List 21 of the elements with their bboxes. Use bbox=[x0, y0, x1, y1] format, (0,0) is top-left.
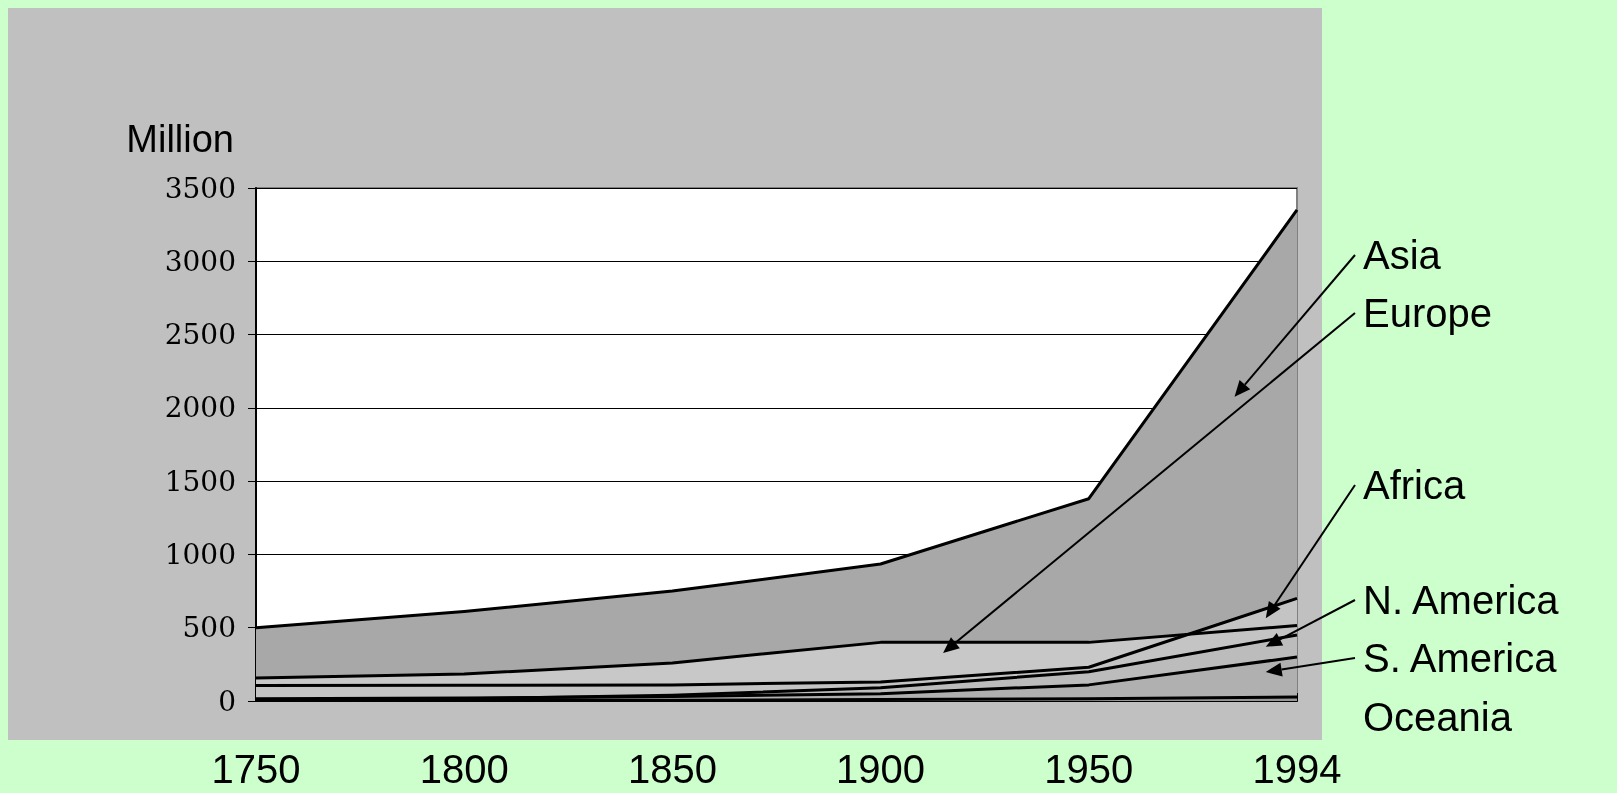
y-tick-label: 1000 bbox=[164, 537, 236, 571]
y-tick-label: 1500 bbox=[164, 464, 236, 498]
x-tick-label: 1900 bbox=[836, 747, 926, 791]
y-axis-title: Million bbox=[126, 118, 234, 160]
y-tick-label: 0 bbox=[218, 684, 236, 718]
series-label: Oceania bbox=[1363, 694, 1512, 741]
y-tick-label: 3000 bbox=[164, 244, 236, 278]
x-tick-label: 1750 bbox=[211, 747, 301, 791]
y-tick-label: 3500 bbox=[164, 171, 236, 205]
text: Europe bbox=[1363, 290, 1492, 337]
legend-label: N. America bbox=[1363, 577, 1559, 624]
y-tick-label: 2000 bbox=[164, 391, 236, 425]
series-label: Asia bbox=[1363, 232, 1441, 279]
y-tick-label: 500 bbox=[182, 611, 236, 645]
x-tick-label: 1950 bbox=[1044, 747, 1134, 791]
x-tick-label: 1850 bbox=[627, 747, 717, 791]
x-tick-label: 1800 bbox=[419, 747, 509, 791]
x-tick-label: 1994 bbox=[1252, 747, 1342, 791]
y-tick-label: 2500 bbox=[164, 318, 236, 352]
text: Africa bbox=[1363, 462, 1466, 509]
legend-label: S. America bbox=[1363, 635, 1557, 682]
